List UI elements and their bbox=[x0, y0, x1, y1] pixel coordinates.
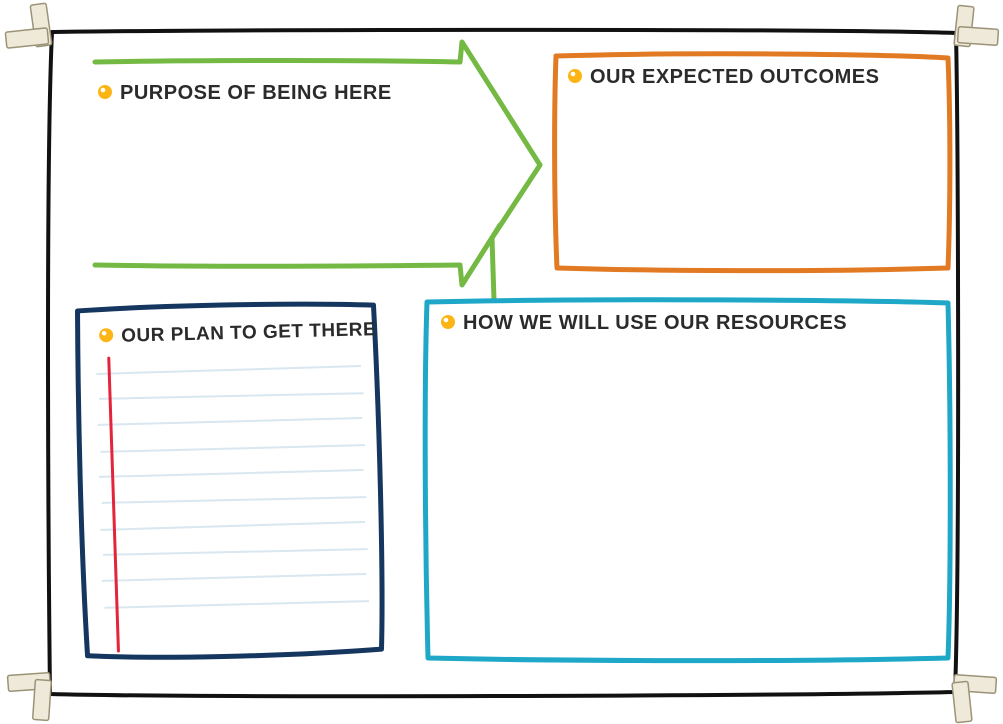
bullet-icon bbox=[441, 315, 455, 329]
planning-canvas: PURPOSE OF BEING HERE OUR EXPECTED OUTCO… bbox=[0, 0, 1003, 724]
corner-tape-top-right bbox=[954, 5, 999, 46]
outcomes-title-group: OUR EXPECTED OUTCOMES bbox=[568, 66, 879, 88]
purpose-title: PURPOSE OF BEING HERE bbox=[120, 82, 392, 104]
plan-notepad: OUR PLAN TO GET THERE bbox=[76, 301, 385, 660]
corner-tape-top-left bbox=[5, 3, 52, 48]
resources-title: HOW WE WILL USE OUR RESOURCES bbox=[463, 312, 847, 334]
bullet-icon bbox=[568, 69, 582, 83]
resources-box bbox=[425, 300, 950, 661]
resources-title-group: HOW WE WILL USE OUR RESOURCES bbox=[441, 312, 847, 334]
corner-tape-bottom-left bbox=[7, 673, 51, 721]
purpose-arrow-box bbox=[95, 42, 540, 300]
bullet-icon bbox=[98, 85, 112, 99]
corner-tape-bottom-right bbox=[952, 675, 997, 723]
purpose-title-group: PURPOSE OF BEING HERE bbox=[98, 82, 392, 104]
outcomes-title: OUR EXPECTED OUTCOMES bbox=[590, 66, 879, 88]
